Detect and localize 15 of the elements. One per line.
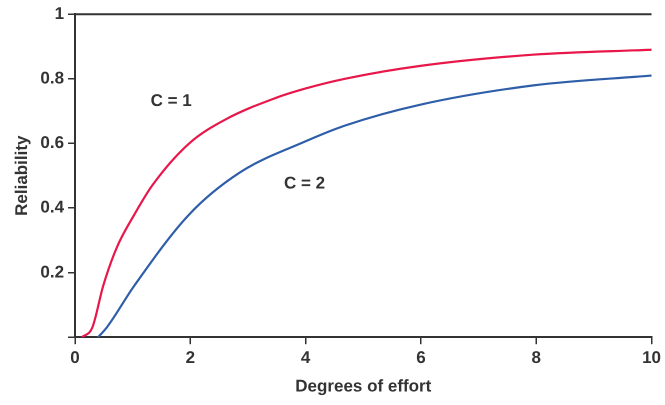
y-tick-label: 0.2 bbox=[40, 262, 64, 282]
y-tick-label: 0.4 bbox=[40, 198, 65, 217]
series-label: C = 2 bbox=[284, 173, 326, 192]
x-tick-label: 0 bbox=[70, 348, 80, 368]
x-tick-label: 6 bbox=[416, 348, 426, 368]
y-tick-label: 1 bbox=[54, 4, 64, 23]
y-tick-label: 0.8 bbox=[40, 68, 64, 88]
x-tick-label: 2 bbox=[186, 348, 196, 368]
y-axis-title: Reliability bbox=[12, 135, 31, 216]
x-tick-label: 10 bbox=[642, 348, 662, 368]
x-tick-label: 4 bbox=[300, 348, 311, 368]
series-label: C = 1 bbox=[150, 91, 192, 110]
x-axis-title: Degrees of effort bbox=[295, 376, 432, 396]
y-tick-label: 0.6 bbox=[40, 133, 64, 152]
x-tick-label: 8 bbox=[532, 348, 541, 368]
